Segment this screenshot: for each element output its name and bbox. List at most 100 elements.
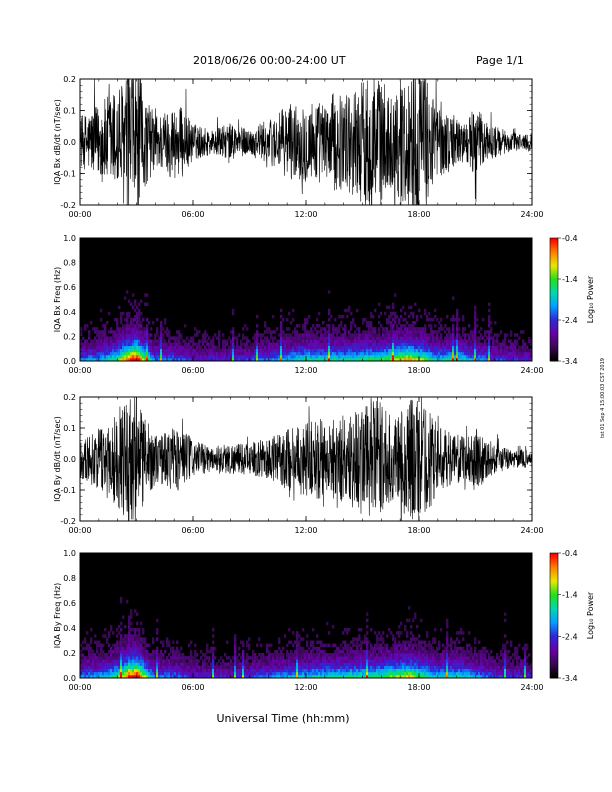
spectrogram-cell (104, 324, 107, 328)
spectrogram-cell (300, 345, 303, 350)
spectrogram-cell (422, 671, 425, 676)
spectrogram-cell (250, 342, 253, 347)
spectrogram-cell (312, 646, 315, 651)
spectrogram-cell (466, 656, 469, 660)
spectrogram-cell (396, 324, 399, 328)
spectrogram-cell (406, 357, 409, 362)
spectrogram-cell (174, 348, 177, 353)
spectrogram-cell (132, 345, 135, 350)
spectrogram-cell (342, 668, 345, 673)
spectrogram-cell (236, 339, 239, 343)
spectrogram-cell (480, 656, 483, 660)
spectrogram-cell (340, 314, 343, 319)
spectrogram-cell (472, 656, 475, 660)
spectrogram-cell (394, 653, 397, 657)
spectrogram-cell (342, 665, 345, 670)
spectrogram-cell (458, 339, 461, 343)
spectrogram-cell (108, 351, 111, 356)
spectrogram-cell (122, 354, 125, 359)
spectrogram-cell (498, 656, 501, 660)
spectrogram-cell (400, 345, 403, 350)
spectrogram-cell (248, 646, 251, 651)
spectrogram-cell (340, 354, 343, 359)
spectrogram-cell (134, 351, 137, 356)
spectrogram-cell (260, 336, 263, 340)
spectrogram-cell (354, 656, 357, 660)
spectrogram-cell (342, 351, 345, 356)
colorbar-segment (550, 315, 558, 319)
spectrogram-cell (324, 327, 327, 331)
spectrogram-cell (158, 671, 161, 676)
spectrogram-cell (184, 674, 187, 679)
spectrogram-cell (484, 671, 487, 676)
spectrogram-cell (306, 342, 309, 347)
spectrogram-cell (372, 348, 375, 353)
spectrogram-cell (408, 333, 411, 337)
spectrogram-cell (496, 357, 499, 362)
spectrogram-cell (488, 345, 491, 350)
spectrogram-cell (328, 324, 331, 328)
spectrogram-cell (468, 345, 471, 350)
spectrogram-cell (258, 342, 261, 347)
spectrogram-cell (370, 674, 373, 679)
spectrogram-cell (442, 354, 445, 359)
spectrogram-cell (212, 671, 215, 676)
spectrogram-cell (322, 345, 325, 350)
spectrogram-cell (468, 339, 471, 343)
spectrogram-cell (482, 665, 485, 670)
spectrogram-cell (392, 311, 395, 316)
spectrogram-cell (86, 348, 89, 353)
colorbar-segment (550, 254, 558, 257)
spectrogram-cell (444, 345, 447, 350)
spectrogram-cell (106, 351, 109, 356)
spectrogram-cell (162, 668, 165, 673)
spectrogram-cell (252, 668, 255, 673)
spectrogram-cell (408, 665, 411, 670)
spectrogram-cell (118, 354, 121, 359)
spectrogram-cell (124, 646, 127, 651)
spectrogram-cell (88, 351, 91, 356)
spectrogram-cell (202, 662, 205, 666)
spectrogram-cell (424, 330, 427, 334)
spectrogram-cell (206, 656, 209, 660)
spectrogram-cell (496, 671, 499, 676)
spectrogram-cell (484, 649, 487, 654)
spectrogram-cell (394, 357, 397, 362)
spectrogram-cell (336, 348, 339, 353)
spectrogram-cell (410, 668, 413, 673)
spectrogram-cell (180, 653, 183, 657)
spectrogram-cell (116, 330, 119, 334)
spectrogram-cell (290, 640, 293, 645)
spectrogram-cell (398, 624, 401, 629)
spectrogram-cell (104, 342, 107, 347)
colorbar-segment (550, 291, 558, 294)
spectrogram-cell (184, 656, 187, 660)
spectrogram-cell (86, 643, 89, 648)
spectrogram-cell (260, 656, 263, 660)
spectrogram-cell (304, 336, 307, 340)
spectrogram-cell (412, 345, 415, 350)
spectrogram-cell (348, 354, 351, 359)
spectrogram-cell (460, 662, 463, 666)
spectrogram-cell (526, 354, 529, 359)
spectrogram-cell (82, 656, 85, 660)
spectrogram-cell (246, 345, 249, 350)
spectrogram-cell (436, 656, 439, 660)
spectrogram-cell (448, 668, 451, 673)
spectrogram-cell (410, 311, 413, 316)
spectrogram-cell (302, 653, 305, 657)
spectrogram-cell (450, 336, 453, 340)
colorbar-segment (550, 242, 558, 245)
spectrogram-cell (130, 674, 133, 679)
spectrogram-cell (252, 345, 255, 350)
spectrogram-cell (96, 342, 99, 347)
spectrogram-cell (110, 336, 113, 340)
spectrogram-cell (284, 342, 287, 347)
spectrogram-cell (164, 668, 167, 673)
spectrogram-cell (120, 659, 123, 663)
spectrogram-cell (344, 336, 347, 340)
spectrogram-cell (324, 354, 327, 359)
spectrogram-cell (140, 354, 143, 359)
spectrogram-cell (300, 351, 303, 356)
spectrogram-cell (452, 659, 455, 663)
